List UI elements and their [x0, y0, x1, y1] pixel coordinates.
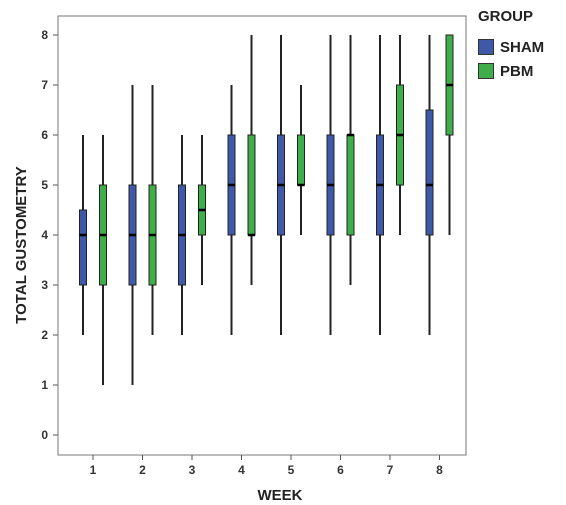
box-pbm-week-1 [99, 135, 107, 385]
box-pbm-week-5 [297, 85, 305, 235]
y-tick-label: 2 [41, 328, 48, 342]
box-pbm-week-2 [148, 85, 157, 335]
box-sham-week-8 [425, 35, 434, 335]
box-sham-week-5 [277, 35, 285, 335]
box-pbm-week-6 [346, 35, 355, 285]
box-sham-week-4 [227, 85, 236, 335]
x-tick-label: 3 [189, 463, 196, 477]
box-body [247, 134, 256, 236]
y-tick-label: 4 [41, 228, 48, 242]
x-tick-label: 5 [288, 463, 295, 477]
legend: GROUP SHAM PBM [478, 8, 544, 83]
box-sham-week-1 [79, 135, 87, 335]
x-tick-label: 2 [139, 463, 146, 477]
y-tick-label: 0 [41, 428, 48, 442]
y-tick-label: 6 [41, 128, 48, 142]
box-series [79, 34, 454, 385]
legend-title: GROUP [478, 8, 534, 25]
box-body [79, 209, 87, 286]
x-tick-label: 1 [90, 463, 97, 477]
legend-label-sham: SHAM [500, 38, 545, 56]
x-axis: 1 2 3 4 5 6 7 8 [90, 455, 443, 477]
y-tick-label: 3 [41, 278, 48, 292]
box-pbm-week-3 [198, 135, 206, 285]
y-tick-label: 5 [41, 178, 48, 192]
x-tick-label: 8 [436, 463, 443, 477]
y-tick-label: 1 [41, 378, 48, 392]
plot-frame [57, 15, 467, 456]
y-tick-label: 8 [41, 28, 48, 42]
y-tick-label: 7 [41, 78, 48, 92]
box-body [297, 134, 305, 186]
legend-item-pbm: PBM [478, 59, 544, 83]
legend-swatch-pbm [478, 63, 494, 79]
x-tick-label: 4 [238, 463, 245, 477]
box-sham-week-6 [326, 35, 335, 335]
y-axis: 0 1 2 3 4 5 6 7 8 [41, 28, 58, 442]
box-pbm-week-8 [445, 34, 454, 235]
box-pbm-week-4 [247, 35, 256, 285]
box-sham-week-3 [178, 135, 186, 335]
x-tick-label: 6 [337, 463, 344, 477]
box-body [425, 109, 434, 236]
y-axis-title: TOTAL GUSTOMETRY [13, 166, 30, 324]
x-axis-title: WEEK [258, 487, 303, 504]
box-sham-week-7 [376, 35, 384, 335]
legend-item-sham: SHAM [478, 35, 544, 59]
x-tick-label: 7 [387, 463, 394, 477]
box-sham-week-2 [128, 85, 137, 385]
box-pbm-week-7 [396, 35, 404, 235]
legend-swatch-sham [478, 39, 494, 55]
box-body [346, 134, 355, 236]
legend-label-pbm: PBM [500, 62, 534, 80]
